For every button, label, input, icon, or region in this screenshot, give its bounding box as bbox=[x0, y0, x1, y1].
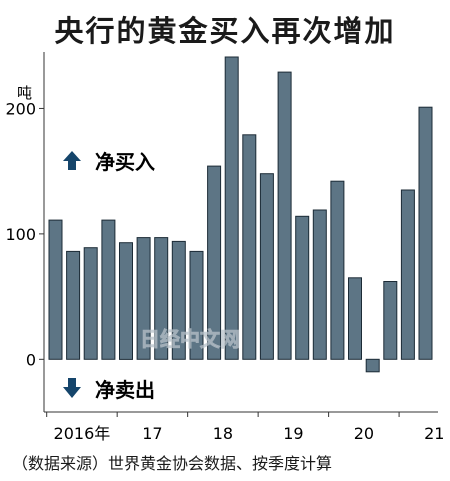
x-tick-label: 18 bbox=[213, 424, 233, 443]
bars-group bbox=[48, 56, 433, 373]
y-tick-label: 100 bbox=[5, 225, 36, 244]
bar bbox=[119, 242, 133, 360]
bar bbox=[259, 173, 274, 360]
bar bbox=[66, 250, 81, 360]
x-tick-label: 20 bbox=[354, 424, 374, 443]
x-tick-label: 19 bbox=[283, 424, 303, 443]
x-tick-label: 17 bbox=[142, 424, 162, 443]
bar bbox=[83, 247, 98, 360]
net-buy-label: 净买入 bbox=[95, 150, 155, 174]
data-source-note: （数据来源）世界黄金协会数据、按季度计算 bbox=[12, 454, 333, 473]
bar bbox=[330, 180, 345, 360]
x-tick-label: 21 bbox=[424, 424, 444, 443]
bar bbox=[101, 219, 116, 360]
bar bbox=[365, 358, 380, 373]
chart-title: 央行的黄金买入再次增加 bbox=[54, 14, 396, 48]
x-tick-label: 2016年 bbox=[54, 424, 111, 443]
y-tick-label: 200 bbox=[5, 99, 36, 118]
arrow-down-icon bbox=[63, 378, 81, 398]
net-sell-annotation: 净卖出 bbox=[63, 378, 155, 402]
net-sell-label: 净卖出 bbox=[95, 378, 155, 402]
bar bbox=[136, 237, 151, 360]
arrow-up-icon bbox=[63, 151, 81, 170]
bar bbox=[242, 134, 257, 360]
bar bbox=[383, 281, 398, 360]
bar bbox=[295, 215, 310, 360]
bar bbox=[418, 106, 433, 360]
bar bbox=[277, 71, 292, 360]
bar bbox=[312, 209, 327, 360]
y-ticks-group: 0 100 200 bbox=[5, 99, 44, 369]
y-axis-unit-label: 吨 bbox=[17, 84, 32, 102]
watermark-text: 日经中文网 bbox=[140, 327, 240, 351]
bar bbox=[207, 165, 222, 360]
bar bbox=[154, 237, 169, 360]
y-tick-label: 0 bbox=[26, 350, 36, 369]
bar bbox=[400, 189, 415, 360]
bar bbox=[171, 240, 186, 360]
x-ticks-group: 2016年 17 18 19 20 21 bbox=[46, 412, 444, 443]
bar bbox=[189, 250, 204, 360]
bar bbox=[224, 56, 239, 360]
bar bbox=[48, 219, 63, 360]
net-buy-annotation: 净买入 bbox=[63, 150, 155, 174]
bar bbox=[348, 277, 362, 360]
